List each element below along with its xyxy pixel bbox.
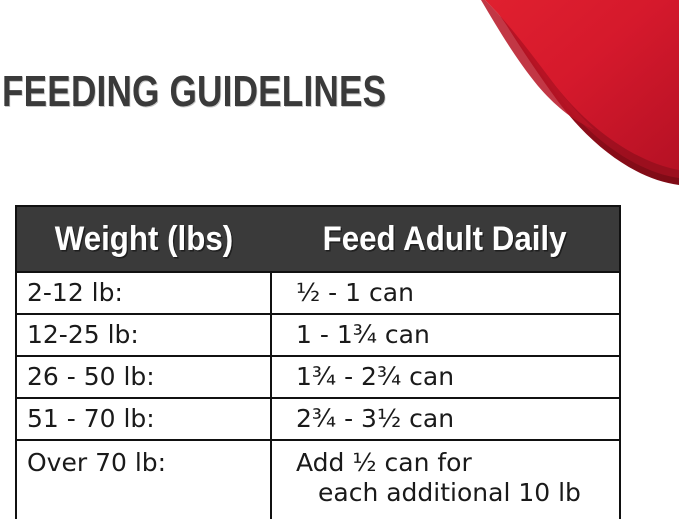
swoosh-layer-deep: [491, 0, 679, 185]
cell-feed-line1: Add ½ can for: [296, 448, 472, 477]
cell-weight: 2-12 lb:: [15, 271, 272, 315]
swoosh-layer-mid: [489, 0, 679, 178]
column-header-feed-label: Feed Adult Daily: [323, 219, 567, 258]
cell-weight: 26 - 50 lb:: [15, 355, 272, 399]
column-header-weight: Weight (lbs): [15, 205, 271, 273]
cell-feed: 1¾ - 2¾ can: [270, 355, 621, 399]
swoosh-edge-band: [481, 0, 595, 130]
swoosh-layer-bright: [485, 0, 679, 170]
cell-weight: 51 - 70 lb:: [15, 397, 272, 441]
cell-weight: Over 70 lb:: [15, 439, 272, 519]
red-corner-swoosh: [439, 0, 679, 200]
cell-feed: 2¾ - 3½ can: [270, 397, 621, 441]
page-title: FEEDING GUIDELINES: [2, 67, 387, 116]
feeding-guidelines-table: Weight (lbs) Feed Adult Daily 2-12 lb: ½…: [15, 205, 621, 519]
table-row: 12-25 lb: 1 - 1¾ can: [15, 313, 621, 357]
cell-feed: 1 - 1¾ can: [270, 313, 621, 357]
cell-feed: Add ½ can for each additional 10 lb: [270, 439, 621, 519]
cell-feed: ½ - 1 can: [270, 271, 621, 315]
column-header-feed: Feed Adult Daily: [271, 205, 621, 273]
cell-feed-line2: each additional 10 lb: [318, 478, 581, 507]
table-header-row: Weight (lbs) Feed Adult Daily: [15, 205, 621, 273]
table-row: 2-12 lb: ½ - 1 can: [15, 271, 621, 315]
table-row: 51 - 70 lb: 2¾ - 3½ can: [15, 397, 621, 441]
table-row: Over 70 lb: Add ½ can for each additiona…: [15, 439, 621, 519]
cell-weight: 12-25 lb:: [15, 313, 272, 357]
table-row: 26 - 50 lb: 1¾ - 2¾ can: [15, 355, 621, 399]
column-header-weight-label: Weight (lbs): [54, 219, 234, 258]
